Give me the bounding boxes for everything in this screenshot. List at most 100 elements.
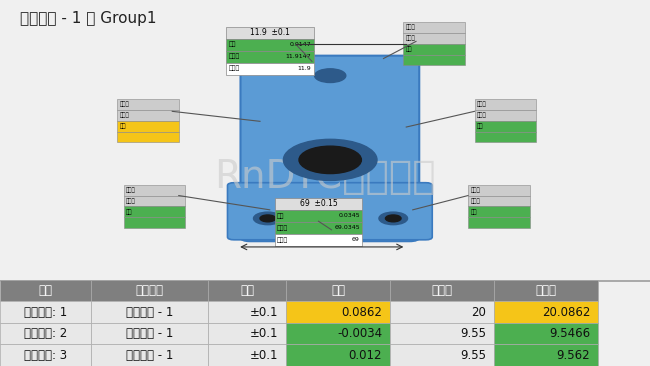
Bar (390, 280, 494, 302)
Text: 0.0345: 0.0345 (338, 213, 360, 219)
Text: 公差: 公差 (240, 284, 254, 297)
Text: 绝对数: 绝对数 (126, 187, 136, 193)
Bar (0, 280, 91, 302)
Text: 9.562: 9.562 (556, 349, 590, 362)
Bar (468, 185, 530, 195)
Text: 实测值: 实测值 (277, 225, 289, 231)
Bar (208, 302, 286, 323)
Bar (0, 302, 91, 323)
Text: 实测值: 实测值 (229, 54, 240, 59)
Bar (468, 206, 530, 217)
Text: ±0.1: ±0.1 (250, 327, 278, 340)
Text: 偏差: 偏差 (331, 284, 345, 297)
FancyBboxPatch shape (240, 56, 419, 241)
Bar (0, 344, 91, 366)
Bar (390, 344, 494, 366)
Text: 绝对数: 绝对数 (406, 25, 415, 30)
Text: RnDYC量测科技: RnDYC量测科技 (214, 158, 436, 196)
Text: 20.0862: 20.0862 (542, 306, 590, 319)
Bar (274, 222, 363, 234)
Bar (474, 132, 536, 142)
Bar (208, 323, 286, 344)
Text: 参考值: 参考值 (277, 237, 289, 243)
Circle shape (283, 139, 377, 180)
Text: 0.0862: 0.0862 (341, 306, 382, 319)
Bar (494, 302, 598, 323)
Text: 11.9147: 11.9147 (285, 54, 311, 59)
Bar (117, 121, 179, 132)
Text: 绝对数: 绝对数 (477, 102, 487, 107)
Bar (91, 323, 208, 344)
Bar (274, 210, 363, 222)
Bar (117, 99, 179, 110)
Text: ±0.1: ±0.1 (250, 306, 278, 319)
Bar (286, 344, 390, 366)
Text: 测量偏: 测量偏 (477, 112, 487, 118)
Bar (474, 121, 536, 132)
Text: 结果数据 - 1: 结果数据 - 1 (126, 306, 173, 319)
Text: ±0.1: ±0.1 (250, 349, 278, 362)
Bar (286, 323, 390, 344)
Text: 偏差: 偏差 (126, 209, 133, 214)
Bar (208, 344, 286, 366)
Text: 半径尺寸: 2: 半径尺寸: 2 (24, 327, 67, 340)
Text: 偏差: 偏差 (120, 123, 126, 129)
Bar (274, 234, 363, 246)
Circle shape (299, 146, 361, 173)
Bar (124, 195, 185, 206)
Text: 实测值: 实测值 (536, 284, 556, 297)
Circle shape (379, 212, 408, 225)
FancyBboxPatch shape (227, 183, 432, 240)
Text: 20: 20 (471, 306, 486, 319)
Bar (274, 198, 363, 210)
Text: 69  ±0.15: 69 ±0.15 (300, 199, 337, 208)
Circle shape (254, 212, 282, 225)
Bar (91, 344, 208, 366)
Text: 69: 69 (352, 237, 360, 242)
Bar (124, 185, 185, 195)
Text: 9.55: 9.55 (460, 349, 486, 362)
Text: 0.012: 0.012 (348, 349, 382, 362)
Text: 测量偏: 测量偏 (471, 198, 480, 204)
Bar (286, 302, 390, 323)
Bar (124, 217, 185, 228)
Bar (226, 63, 313, 75)
Text: 0.0147: 0.0147 (289, 42, 311, 47)
Text: 结果数据 - 1: 结果数据 - 1 (126, 327, 173, 340)
Bar (226, 38, 313, 51)
Text: 结果数据 - 1 ： Group1: 结果数据 - 1 ： Group1 (20, 11, 156, 26)
Bar (390, 323, 494, 344)
Bar (226, 27, 313, 38)
Text: 偏差: 偏差 (477, 123, 484, 129)
Text: 9.55: 9.55 (460, 327, 486, 340)
Bar (117, 132, 179, 142)
Bar (0, 280, 650, 282)
Text: 11.9  ±0.1: 11.9 ±0.1 (250, 28, 290, 37)
Text: 半径尺寸: 1: 半径尺寸: 1 (24, 306, 67, 319)
Bar (403, 55, 465, 66)
Bar (117, 110, 179, 121)
Text: 半径尺寸: 3: 半径尺寸: 3 (24, 349, 67, 362)
Bar (494, 280, 598, 302)
Bar (403, 44, 465, 55)
Text: 偏差: 偏差 (229, 42, 236, 47)
Bar (390, 302, 494, 323)
Bar (474, 110, 536, 121)
Circle shape (260, 215, 276, 222)
Text: 绝对数: 绝对数 (471, 187, 480, 193)
Bar (124, 206, 185, 217)
Bar (0, 323, 91, 344)
Text: 参考值: 参考值 (432, 284, 452, 297)
Text: 偏差: 偏差 (471, 209, 477, 214)
Text: 参考值: 参考值 (229, 66, 240, 71)
Bar (403, 22, 465, 33)
Text: 11.9: 11.9 (297, 66, 311, 71)
Text: 结果数据 - 1: 结果数据 - 1 (126, 349, 173, 362)
Circle shape (385, 215, 401, 222)
Circle shape (315, 69, 346, 82)
Text: -0.0034: -0.0034 (337, 327, 382, 340)
Bar (226, 51, 313, 63)
Text: 偏差: 偏差 (406, 46, 412, 52)
Bar (403, 33, 465, 44)
Bar (494, 323, 598, 344)
